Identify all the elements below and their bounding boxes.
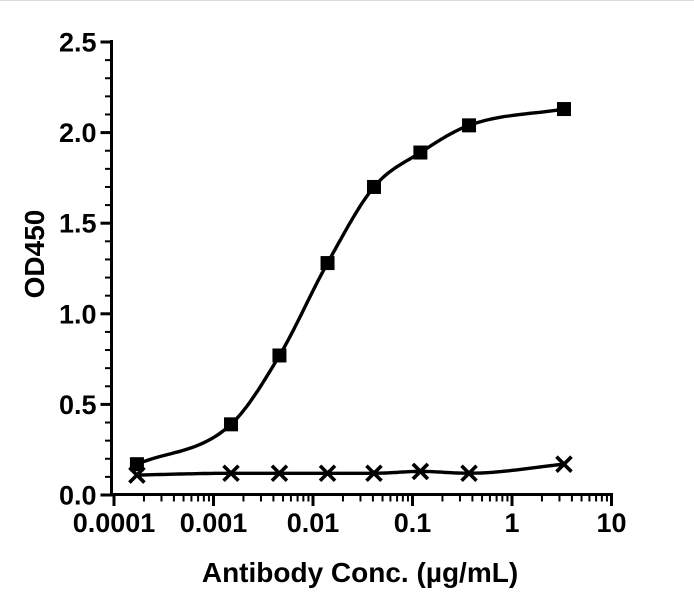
x-tick-label: 1 — [504, 508, 519, 538]
x-cross-stroke — [365, 464, 383, 483]
x-tick-label: 0.0001 — [73, 508, 156, 538]
x-cross-stroke — [318, 464, 337, 483]
marker-x-cross — [270, 464, 289, 483]
x-cross-stroke — [411, 462, 430, 481]
y-tick-label: 0.5 — [59, 390, 97, 420]
marker-x-cross — [318, 464, 337, 483]
x-cross-stroke — [555, 455, 573, 473]
marker-filled-square — [320, 256, 335, 271]
x-cross-stroke — [128, 466, 146, 484]
marker-x-cross — [460, 464, 478, 483]
marker-x-cross — [222, 464, 240, 483]
marker-x-cross — [365, 464, 383, 483]
x-tick-label: 0.1 — [394, 508, 432, 538]
y-tick-label: 0.0 — [59, 481, 97, 511]
x-tick-label: 0.001 — [180, 508, 248, 538]
marker-filled-square — [556, 102, 571, 117]
x-cross-stroke — [460, 464, 478, 483]
series-curve-negative-control — [136, 462, 565, 477]
x-axis-title: Antibody Conc. (µg/mL) — [202, 557, 518, 588]
series-layer — [128, 102, 573, 484]
marker-filled-square — [224, 417, 239, 432]
y-axis-title: OD450 — [19, 210, 50, 299]
y-tick-label: 2.0 — [59, 118, 97, 148]
x-cross-stroke — [270, 464, 289, 483]
marker-x-cross — [128, 466, 146, 484]
y-tick-label: 1.5 — [59, 209, 97, 239]
marker-filled-square — [272, 348, 287, 363]
x-tick-label: 0.01 — [287, 508, 340, 538]
marker-filled-square — [462, 118, 477, 133]
marker-x-cross — [555, 455, 573, 473]
series-curve-antibody-binding — [136, 107, 565, 466]
marker-filled-square — [366, 179, 381, 194]
marker-x-cross — [411, 462, 430, 481]
axes-layer: 0.0 0.5 1.0 1.5 2.0 2.5 0.0001 0.001 0.01 0.1 1 10 — [59, 28, 627, 539]
y-tick-label: 2.5 — [59, 28, 97, 58]
marker-filled-square — [413, 145, 428, 160]
marker-filled-square — [129, 457, 144, 472]
x-tick-label: 10 — [596, 508, 626, 538]
x-cross-stroke — [222, 464, 240, 483]
y-tick-label: 1.0 — [59, 299, 97, 329]
